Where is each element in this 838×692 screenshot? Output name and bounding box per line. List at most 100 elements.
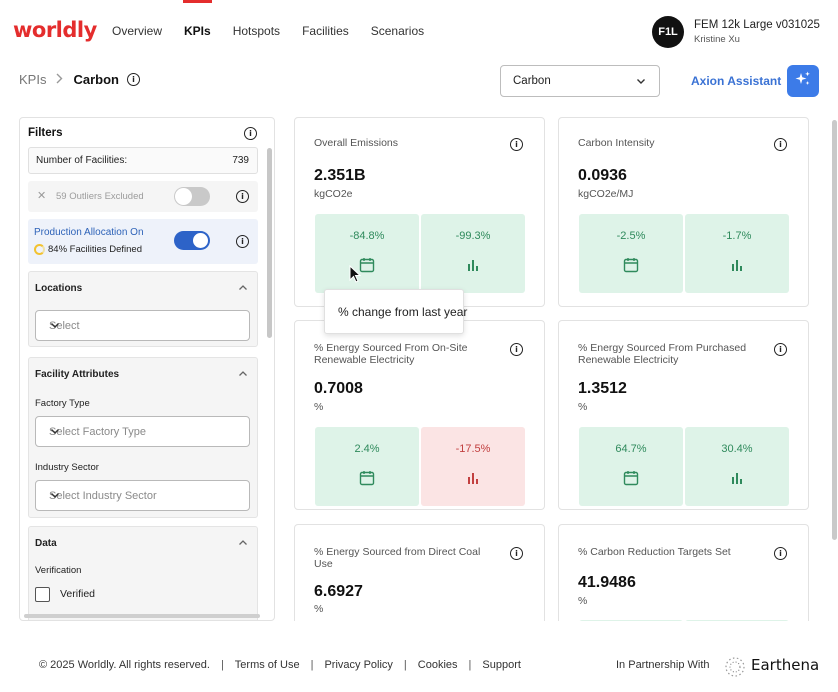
calendar-icon — [359, 470, 375, 491]
info-icon[interactable]: i — [236, 235, 249, 248]
nav-hotspots[interactable]: Hotspots — [232, 24, 281, 38]
filters-horizontal-scrollbar[interactable] — [24, 614, 260, 618]
production-allocation: Production Allocation On 84% Facilities … — [28, 219, 258, 264]
benchmark-tile[interactable] — [685, 620, 789, 621]
chevron-down-icon — [635, 74, 647, 92]
benchmark-tile[interactable]: -99.3% — [421, 214, 525, 293]
outliers-toggle[interactable] — [174, 187, 210, 206]
yoy-change-tile[interactable]: 64.7% — [579, 427, 683, 506]
progress-ring-icon — [34, 244, 45, 255]
chevron-up-icon[interactable] — [237, 536, 249, 554]
industry-sector-placeholder: Select Industry Sector — [49, 490, 157, 502]
nav-facilities[interactable]: Facilities — [302, 24, 349, 38]
bar-chart-icon — [729, 257, 745, 278]
info-icon[interactable]: i — [774, 343, 787, 356]
metric-select[interactable]: Carbon — [500, 65, 660, 97]
kpi-title: % Carbon Reduction Targets Set — [578, 546, 731, 558]
nav-overview[interactable]: Overview — [112, 24, 163, 38]
earthena-logo-icon — [722, 654, 748, 685]
kpi-unit: % — [314, 603, 324, 615]
close-icon: ✕ — [37, 190, 47, 202]
bar-chart-icon — [465, 257, 481, 278]
facility-attributes-section: Facility Attributes Factory Type Select … — [28, 357, 258, 518]
filters-scrollbar[interactable] — [267, 148, 272, 338]
kpi-value: 2.351B — [314, 167, 366, 184]
filters-title: Filters — [28, 127, 63, 139]
kpi-value: 41.9486 — [578, 574, 636, 591]
nav-scenarios[interactable]: Scenarios — [370, 24, 425, 38]
allocation-label: Production Allocation On — [34, 227, 144, 238]
info-icon[interactable]: i — [774, 138, 787, 151]
industry-sector-select[interactable]: Select Industry Sector — [35, 480, 250, 511]
benchmark-value: -1.7% — [722, 230, 752, 242]
kpi-title: % Energy Sourced From Purchased Renewabl… — [578, 342, 747, 367]
user-info: FEM 12k Large v031025 Kristine Xu — [694, 19, 820, 45]
kpi-unit: kgCO2e/MJ — [578, 188, 634, 200]
outliers-label: 59 Outliers Excluded — [56, 191, 144, 202]
kpi-card-purchased-renewable[interactable]: % Energy Sourced From Purchased Renewabl… — [558, 320, 809, 510]
mouse-cursor-icon — [349, 264, 362, 288]
yoy-change-tile[interactable]: -2.5% — [579, 214, 683, 293]
info-icon[interactable]: i — [236, 190, 249, 203]
verified-label[interactable]: Verified — [60, 588, 96, 600]
locations-select[interactable]: Select — [35, 310, 250, 341]
kpi-card-reduction-targets[interactable]: % Carbon Reduction Targets Set i 41.9486… — [558, 524, 809, 621]
kpi-card-carbon-intensity[interactable]: Carbon Intensity i 0.0936 kgCO2e/MJ -2.5… — [558, 117, 809, 307]
user-menu[interactable]: F1L FEM 12k Large v031025 Kristine Xu — [652, 16, 820, 48]
yoy-change-value: -2.5% — [616, 230, 646, 242]
chevron-right-icon — [56, 73, 63, 87]
filters-panel: Filters i Number of Facilities: 739 ✕ 59… — [19, 117, 275, 621]
axion-assistant-link[interactable]: Axion Assistant — [691, 74, 782, 88]
verified-checkbox[interactable] — [35, 587, 50, 602]
locations-title[interactable]: Locations — [35, 283, 83, 294]
allocation-sub: 84% Facilities Defined — [48, 244, 142, 255]
chevron-up-icon[interactable] — [237, 367, 249, 385]
terms-link[interactable]: Terms of Use — [234, 659, 300, 671]
bar-chart-icon — [465, 470, 481, 491]
info-icon[interactable]: i — [510, 138, 523, 151]
info-icon[interactable]: i — [774, 547, 787, 560]
kpi-unit: % — [578, 595, 588, 607]
support-link[interactable]: Support — [482, 659, 521, 671]
info-icon[interactable]: i — [244, 127, 257, 140]
allocation-toggle[interactable] — [174, 231, 210, 250]
facility-attributes-title[interactable]: Facility Attributes — [35, 369, 120, 380]
breadcrumb-kpis[interactable]: KPIs — [19, 72, 47, 87]
user-name: Kristine Xu — [694, 33, 740, 45]
info-icon[interactable]: i — [510, 547, 523, 560]
page-scrollbar[interactable] — [832, 120, 837, 540]
info-icon[interactable]: i — [126, 73, 140, 86]
factory-type-select[interactable]: Select Factory Type — [35, 416, 250, 447]
yoy-change-tile[interactable]: 2.4% — [315, 427, 419, 506]
chevron-down-icon — [49, 319, 237, 334]
info-icon[interactable]: i — [510, 343, 523, 356]
kpi-card-overall-emissions[interactable]: Overall Emissions i 2.351B kgCO2e -84.8%… — [294, 117, 545, 307]
yoy-change-value: -84.8% — [349, 230, 385, 242]
earthena-logo[interactable]: Earthena — [751, 656, 820, 674]
yoy-change-value: 64.7% — [615, 443, 647, 455]
benchmark-value: -99.3% — [455, 230, 491, 242]
yoy-change-tile[interactable]: -84.8% — [315, 214, 419, 293]
data-title[interactable]: Data — [35, 538, 57, 549]
partner-label: In Partnership With — [616, 659, 710, 671]
avatar[interactable]: F1L — [652, 16, 684, 48]
copyright: © 2025 Worldly. All rights reserved. — [39, 659, 210, 671]
benchmark-tile[interactable]: 30.4% — [685, 427, 789, 506]
kpi-card-onsite-renewable[interactable]: % Energy Sourced From On-Site Renewable … — [294, 320, 545, 510]
privacy-link[interactable]: Privacy Policy — [324, 659, 393, 671]
axion-assistant-button[interactable] — [787, 65, 819, 97]
kpi-value: 1.3512 — [578, 380, 627, 397]
metric-select-value: Carbon — [513, 75, 551, 87]
benchmark-tile[interactable]: -17.5% — [421, 427, 525, 506]
kpi-card-direct-coal[interactable]: % Energy Sourced from Direct Coal Use i … — [294, 524, 545, 621]
facility-count-value: 739 — [232, 155, 249, 166]
divider: | — [468, 659, 472, 671]
benchmark-tile[interactable]: -1.7% — [685, 214, 789, 293]
data-section: Data Verification Verified — [28, 526, 258, 620]
yoy-change-tile[interactable] — [579, 620, 683, 621]
chevron-up-icon[interactable] — [237, 281, 249, 299]
nav-kpis[interactable]: KPIs — [183, 0, 212, 62]
worldly-logo[interactable]: worldly — [13, 18, 97, 42]
cookies-link[interactable]: Cookies — [417, 659, 458, 671]
outliers-filter: ✕ 59 Outliers Excluded i — [28, 181, 258, 212]
